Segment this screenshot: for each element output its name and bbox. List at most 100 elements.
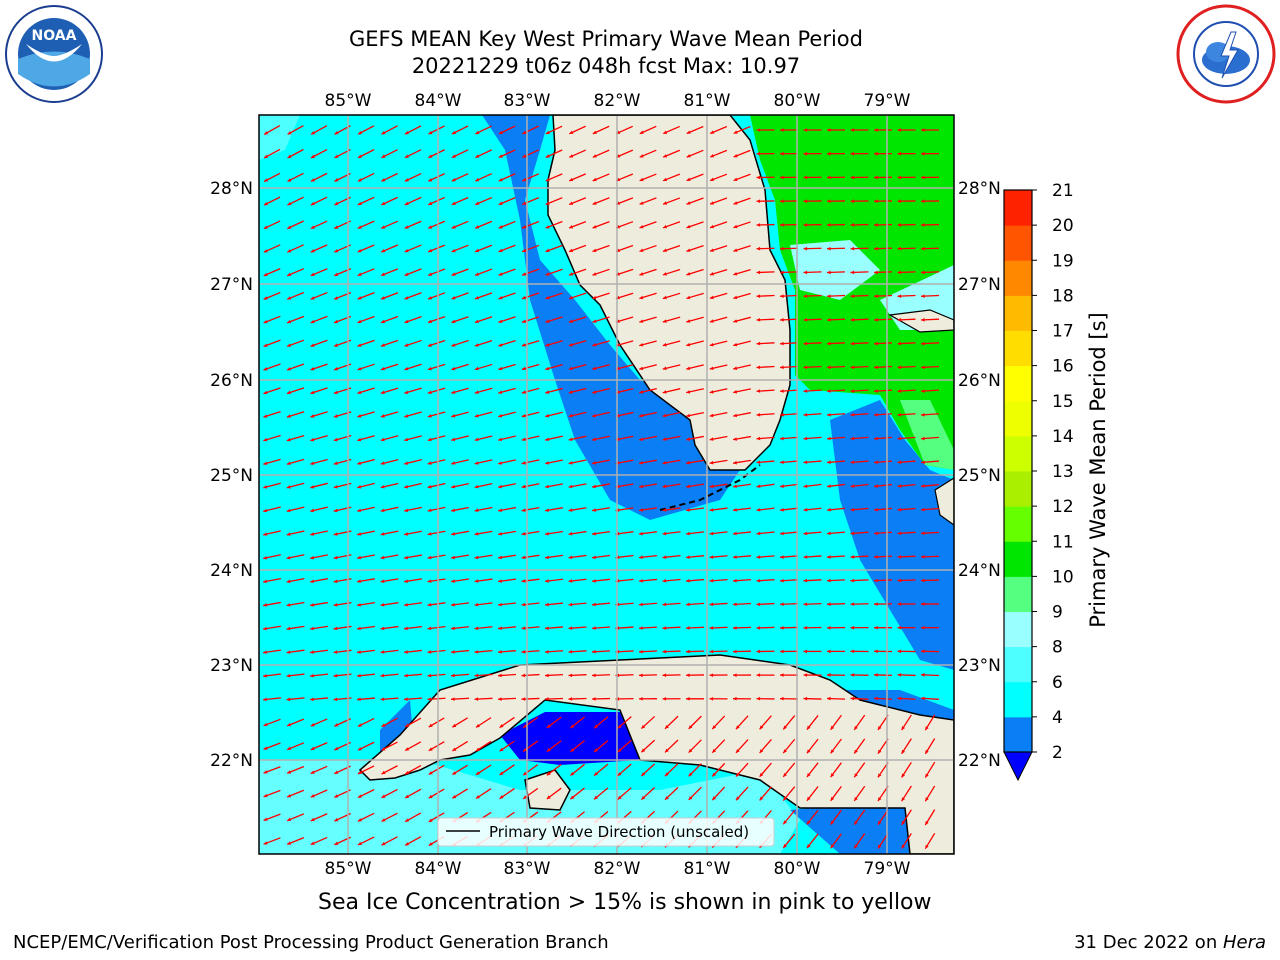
wave-arrow — [756, 294, 775, 298]
wave-arrow — [380, 697, 399, 702]
wave-arrow — [310, 530, 328, 536]
wave-arrow — [873, 602, 893, 606]
wave-arrow — [686, 292, 704, 300]
wave-arrow — [873, 389, 893, 393]
wave-arrow — [521, 697, 540, 701]
wave-arrow — [733, 292, 751, 300]
wave-arrow — [803, 270, 822, 275]
wave-arrow — [474, 220, 493, 229]
wave-arrow — [381, 741, 398, 751]
wave-arrow — [451, 554, 469, 560]
wave-arrow — [873, 365, 893, 370]
wave-arrow — [756, 270, 775, 275]
wave-arrow — [826, 341, 846, 346]
wave-arrow — [263, 554, 281, 560]
lat-label-left: 25°N — [210, 466, 253, 486]
transition-zone-3 — [900, 400, 954, 470]
wave-arrow — [357, 172, 375, 182]
colorbar-swatch — [1004, 541, 1032, 577]
wave-arrow — [779, 365, 799, 370]
wave-arrow — [286, 530, 305, 536]
wave-arrow — [756, 246, 775, 251]
wave-arrow — [522, 125, 539, 135]
wave-arrow — [826, 460, 846, 465]
wave-arrow — [546, 763, 562, 776]
wave-arrow — [920, 555, 940, 559]
wave-arrow — [756, 318, 775, 322]
wave-arrow — [756, 602, 775, 607]
wave-arrow — [263, 458, 281, 466]
grand-bahama-land — [888, 309, 954, 333]
longitude-labels-top: 85°W 84°W 83°W 82°W 81°W 80°W 79°W — [325, 91, 911, 111]
wave-arrow — [733, 340, 751, 347]
wave-arrow — [427, 268, 446, 277]
wave-arrow — [850, 625, 869, 630]
latitude-labels-left: 28°N 27°N 26°N 25°N 24°N 23°N 22°N — [210, 179, 253, 771]
wave-arrow — [640, 739, 656, 753]
wave-arrow — [803, 389, 822, 393]
wave-arrow — [897, 696, 916, 701]
wave-arrow — [521, 578, 540, 583]
lat-label-right: 28°N — [958, 179, 1001, 199]
wave-arrow — [759, 738, 772, 754]
wave-arrow — [544, 649, 564, 654]
wave-arrow — [826, 507, 846, 512]
latitude-labels-right: 28°N 27°N 26°N 25°N 24°N 23°N 22°N — [958, 179, 1001, 771]
wave-arrow — [924, 785, 936, 802]
wave-arrow — [286, 411, 305, 418]
wave-arrow — [380, 458, 399, 465]
wave-arrow — [639, 268, 657, 276]
wave-arrow — [897, 436, 916, 441]
wave-arrow — [803, 318, 822, 322]
wave-arrow — [545, 125, 563, 135]
wave-arrow — [545, 530, 563, 536]
wave-arrow — [897, 625, 916, 630]
wave-arrow — [803, 436, 822, 441]
wave-arrow — [568, 697, 587, 701]
wave-arrow — [310, 220, 328, 230]
wave-arrow — [451, 506, 469, 513]
wave-arrow — [803, 412, 822, 417]
wave-arrow — [357, 836, 375, 846]
wave-arrow — [545, 340, 563, 347]
wave-arrow — [850, 507, 869, 512]
wave-arrow — [897, 389, 916, 393]
wave-arrow — [475, 173, 492, 182]
wave-arrow — [853, 809, 866, 826]
wave-arrow — [803, 151, 822, 156]
wave-arrow — [639, 292, 657, 300]
wave-arrow — [310, 434, 328, 442]
wave-arrow — [404, 387, 422, 394]
wave-arrow — [735, 715, 749, 730]
wave-arrow — [803, 555, 822, 559]
wave-arrow — [263, 837, 281, 845]
wave-arrow — [451, 764, 469, 776]
wave-arrow — [897, 294, 916, 298]
wave-arrow — [498, 363, 516, 371]
wave-arrow — [521, 459, 540, 465]
wave-arrow — [897, 507, 916, 512]
wave-arrow — [357, 602, 375, 607]
colorbar-swatch — [1004, 611, 1032, 648]
wave-arrow — [286, 434, 305, 442]
wave-arrow — [756, 365, 775, 370]
wave-arrow — [709, 388, 728, 394]
wave-arrow — [779, 128, 799, 132]
wave-arrow — [873, 483, 893, 488]
wave-arrow — [380, 530, 399, 536]
wave-arrow — [404, 812, 422, 823]
lat-label-left: 26°N — [210, 371, 253, 391]
wave-arrow — [897, 199, 916, 204]
lon-label-top: 83°W — [504, 91, 551, 111]
wave-arrow — [521, 483, 540, 489]
wave-arrow — [897, 341, 916, 346]
wave-arrow — [381, 836, 398, 846]
wave-arrow — [732, 673, 752, 677]
wave-arrow — [309, 673, 329, 678]
wave-arrow — [404, 530, 422, 536]
wave-arrow — [782, 762, 796, 778]
wave-arrow — [873, 151, 893, 156]
wave-arrow — [759, 715, 772, 730]
wave-arrow — [545, 149, 563, 158]
wave-arrow — [427, 506, 446, 513]
